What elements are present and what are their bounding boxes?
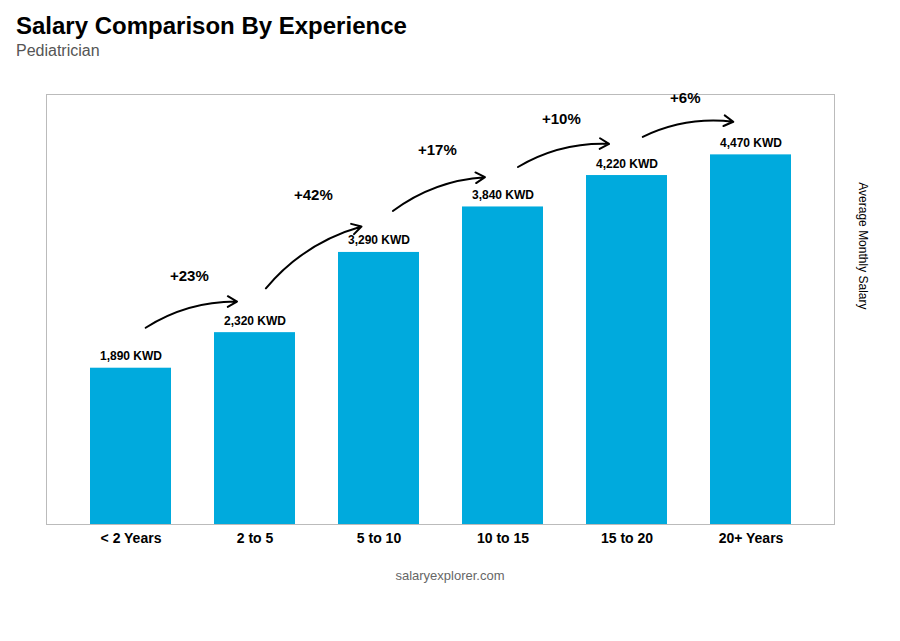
html-text:Pediatrician: Pediatrician	[16, 42, 100, 59]
svg-text:1,890 KWD: 1,890 KWD	[100, 349, 162, 363]
svg-text:+23%: +23%	[170, 267, 209, 284]
svg-text:Average Monthly Salary: Average Monthly Salary	[856, 182, 870, 309]
svg-text:+10%: +10%	[542, 110, 581, 127]
svg-text:2 to 5: 2 to 5	[237, 530, 274, 546]
svg-text:3,290 KWD: 3,290 KWD	[348, 233, 410, 247]
html-text:Salary Comparison By Experienc: Salary Comparison By Experience	[16, 12, 407, 39]
svg-text:4,220 KWD: 4,220 KWD	[596, 157, 658, 171]
html-text:salaryexplorer.com: salaryexplorer.com	[395, 568, 505, 583]
svg-text:2,320 KWD: 2,320 KWD	[224, 314, 286, 328]
svg-text:20+ Years: 20+ Years	[719, 530, 784, 546]
svg-text:+42%: +42%	[294, 186, 333, 203]
svg-text:5 to 10: 5 to 10	[357, 530, 402, 546]
svg-text:10 to 15: 10 to 15	[477, 530, 529, 546]
svg-text:3,840 KWD: 3,840 KWD	[472, 188, 534, 202]
svg-text:4,470 KWD: 4,470 KWD	[720, 136, 782, 150]
svg-text:< 2 Years: < 2 Years	[101, 530, 162, 546]
svg-text:15 to 20: 15 to 20	[601, 530, 653, 546]
svg-text:+6%: +6%	[670, 89, 700, 106]
svg-text:+17%: +17%	[418, 141, 457, 158]
